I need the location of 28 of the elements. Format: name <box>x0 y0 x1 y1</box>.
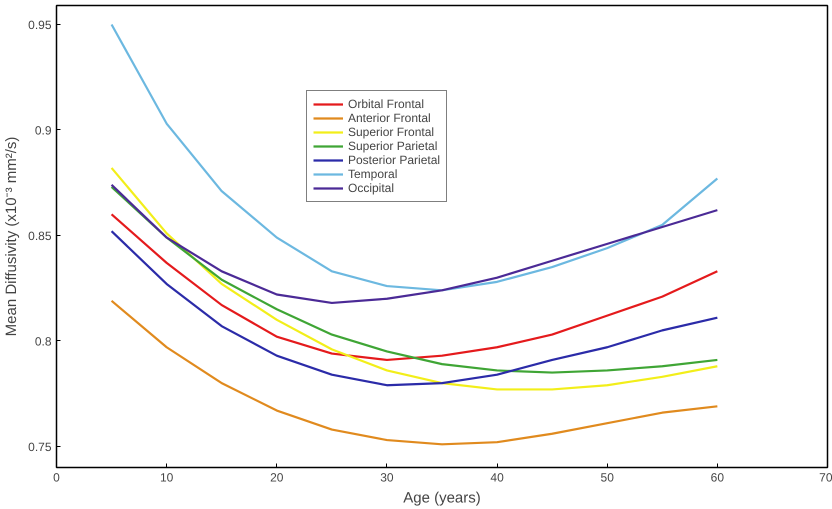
legend-label: Superior Frontal <box>348 125 434 139</box>
x-tick-label: 0 <box>53 470 60 484</box>
legend-label: Posterior Parietal <box>348 153 440 167</box>
line-series <box>110 300 718 446</box>
y-axis-title: Mean Diffusivity (x10⁻³ mm²/s) <box>3 136 20 336</box>
y-tick-label: 0.9 <box>34 123 52 138</box>
legend-label: Occipital <box>348 181 394 195</box>
line-series <box>110 213 718 362</box>
legend-label: Orbital Frontal <box>348 97 424 111</box>
x-tick-label: 20 <box>270 470 284 484</box>
y-tick-label: 0.8 <box>34 334 52 348</box>
line-series <box>110 230 718 386</box>
x-axis-title: Age (years) <box>403 490 481 506</box>
line-series <box>110 23 718 292</box>
line-series <box>110 184 718 304</box>
legend-label: Temporal <box>348 167 398 181</box>
x-tick-label: 30 <box>380 470 394 484</box>
y-tick-label: 0.95 <box>28 18 52 32</box>
x-tick-label: 50 <box>600 470 614 484</box>
line-series <box>110 166 718 391</box>
x-tick-label: 70 <box>819 470 832 484</box>
legend-label: Anterior Frontal <box>348 111 431 125</box>
y-tick-label: 0.85 <box>28 228 52 243</box>
x-tick-label: 10 <box>160 470 174 484</box>
y-tick-label: 0.75 <box>28 440 52 454</box>
x-tick-label: 40 <box>490 470 504 484</box>
legend-label: Superior Parietal <box>348 139 438 153</box>
x-tick-label: 60 <box>710 470 724 484</box>
